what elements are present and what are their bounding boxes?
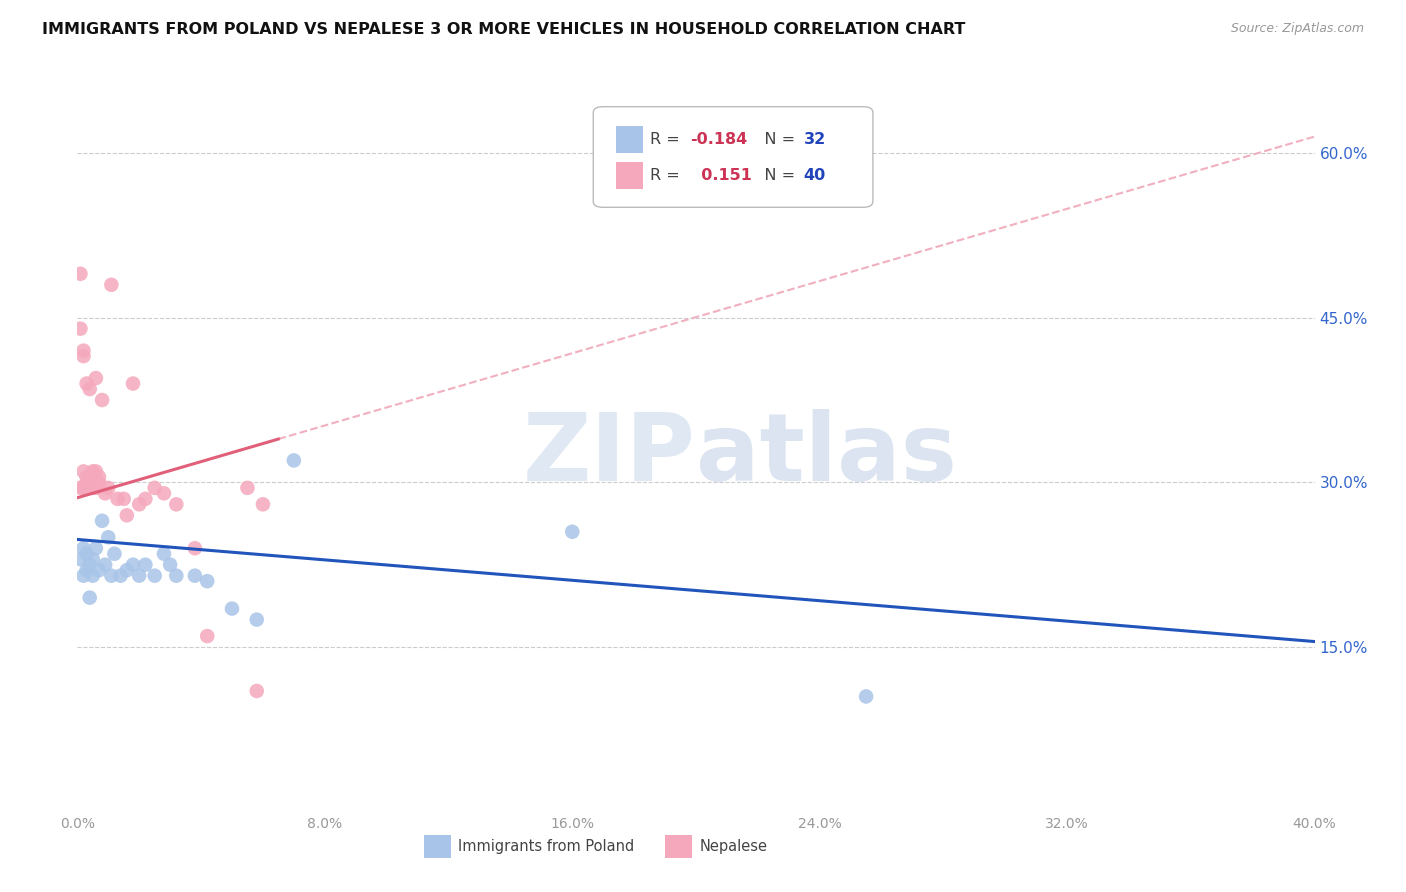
FancyBboxPatch shape — [616, 161, 643, 189]
Text: atlas: atlas — [696, 409, 957, 501]
Point — [128, 568, 150, 582]
Text: N =: N = — [749, 132, 800, 147]
Text: 32: 32 — [804, 132, 825, 147]
Point — [100, 568, 122, 582]
Text: R =: R = — [650, 132, 685, 147]
Point — [134, 558, 156, 572]
Point — [91, 392, 114, 407]
Point — [115, 508, 138, 523]
FancyBboxPatch shape — [665, 835, 692, 858]
Point — [82, 568, 104, 582]
Point — [84, 371, 107, 385]
Text: ZIP: ZIP — [523, 409, 696, 501]
Point — [76, 376, 98, 391]
Point — [153, 547, 176, 561]
Point — [165, 568, 187, 582]
Point — [283, 453, 305, 467]
Text: -0.184: -0.184 — [690, 132, 747, 147]
Point — [184, 541, 207, 556]
Point — [69, 481, 91, 495]
Point — [69, 552, 91, 566]
Text: 40: 40 — [804, 168, 825, 183]
Point — [195, 629, 218, 643]
FancyBboxPatch shape — [616, 126, 643, 153]
Point — [79, 558, 101, 572]
Point — [72, 541, 94, 556]
Point — [561, 524, 583, 539]
Text: R =: R = — [650, 168, 685, 183]
Point — [72, 343, 94, 358]
Point — [122, 558, 145, 572]
Point — [97, 530, 120, 544]
Point — [79, 382, 101, 396]
Text: Source: ZipAtlas.com: Source: ZipAtlas.com — [1230, 22, 1364, 36]
Point — [84, 481, 107, 495]
Point — [165, 497, 187, 511]
Point — [72, 349, 94, 363]
Point — [143, 481, 166, 495]
Point — [69, 321, 91, 335]
Point — [107, 491, 129, 506]
Point — [246, 613, 269, 627]
Point — [87, 475, 110, 490]
Point — [221, 601, 243, 615]
Text: N =: N = — [749, 168, 800, 183]
Point — [252, 497, 274, 511]
Point — [195, 574, 218, 589]
Text: Immigrants from Poland: Immigrants from Poland — [458, 839, 634, 855]
Text: Nepalese: Nepalese — [700, 839, 768, 855]
Point — [79, 481, 101, 495]
Point — [122, 376, 145, 391]
Point — [82, 464, 104, 478]
Point — [134, 491, 156, 506]
Point — [184, 568, 207, 582]
Point — [76, 547, 98, 561]
Point — [153, 486, 176, 500]
Point — [69, 267, 91, 281]
Point — [76, 470, 98, 484]
Point — [159, 558, 181, 572]
Point — [84, 541, 107, 556]
Point — [115, 563, 138, 577]
Point — [72, 464, 94, 478]
Point — [94, 486, 117, 500]
Point — [76, 563, 98, 577]
Point — [143, 568, 166, 582]
Point — [82, 470, 104, 484]
Point — [128, 497, 150, 511]
Point — [112, 491, 135, 506]
Point — [82, 481, 104, 495]
Point — [246, 684, 269, 698]
FancyBboxPatch shape — [593, 107, 873, 207]
FancyBboxPatch shape — [423, 835, 451, 858]
Point — [91, 514, 114, 528]
Point — [87, 563, 110, 577]
Point — [94, 558, 117, 572]
Point — [103, 547, 125, 561]
Text: IMMIGRANTS FROM POLAND VS NEPALESE 3 OR MORE VEHICLES IN HOUSEHOLD CORRELATION C: IMMIGRANTS FROM POLAND VS NEPALESE 3 OR … — [42, 22, 966, 37]
Text: 0.151: 0.151 — [690, 168, 752, 183]
Point — [76, 481, 98, 495]
Point — [72, 568, 94, 582]
Point — [82, 552, 104, 566]
Point — [97, 481, 120, 495]
Point — [110, 568, 132, 582]
Point — [855, 690, 877, 704]
Point — [236, 481, 259, 495]
Point — [84, 464, 107, 478]
Point — [79, 475, 101, 490]
Point — [100, 277, 122, 292]
Point — [72, 481, 94, 495]
Point — [76, 475, 98, 490]
Point — [87, 470, 110, 484]
Point — [79, 591, 101, 605]
